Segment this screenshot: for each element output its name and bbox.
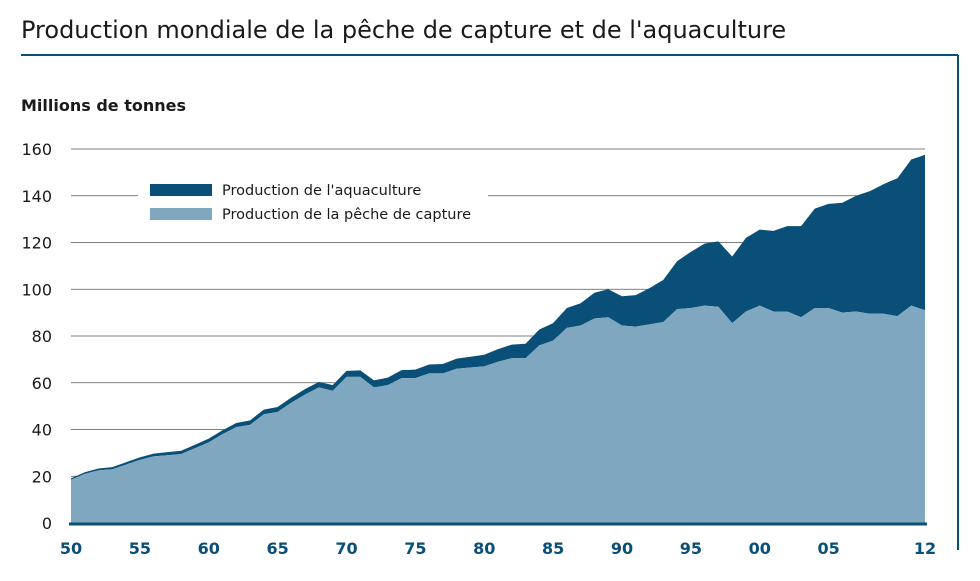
y-tick-label-20: 20	[32, 467, 52, 486]
x-tick-label-00: 00	[749, 539, 771, 558]
legend: Production de l'aquaculture Production de…	[138, 176, 488, 228]
y-tick-label-0: 0	[42, 514, 52, 533]
x-tick-label-80: 80	[473, 539, 495, 558]
x-tick-label-85: 85	[542, 539, 564, 558]
y-tick-label-160: 160	[21, 140, 52, 159]
y-tick-label-120: 120	[21, 234, 52, 253]
legend-swatch-aquaculture	[150, 184, 212, 196]
legend-label-capture: Production de la pêche de capture	[222, 207, 471, 223]
x-tick-label-65: 65	[266, 539, 288, 558]
y-tick-label-40: 40	[32, 421, 52, 440]
series-capture-area	[71, 305, 925, 523]
x-tick-label-60: 60	[198, 539, 220, 558]
x-tick-label-12: 12	[914, 539, 936, 558]
y-tick-label-80: 80	[32, 327, 52, 346]
y-tick-label-60: 60	[32, 374, 52, 393]
x-tick-label-05: 05	[817, 539, 839, 558]
y-axis-tick-labels: 0 20 40 60 80 100 120 140 160	[21, 140, 52, 533]
x-tick-label-55: 55	[129, 539, 151, 558]
page-title: Production mondiale de la pêche de captu…	[21, 16, 787, 44]
legend-swatch-capture	[150, 208, 212, 220]
x-axis-tick-labels: 50 55 60 65 70 75 80 85 90 95 00 05 12	[60, 539, 936, 558]
y-tick-label-140: 140	[21, 187, 52, 206]
x-tick-label-90: 90	[611, 539, 633, 558]
x-tick-label-50: 50	[60, 539, 82, 558]
plot-areas	[71, 154, 925, 523]
x-tick-label-70: 70	[335, 539, 357, 558]
y-tick-label-100: 100	[21, 280, 52, 299]
x-tick-label-95: 95	[680, 539, 702, 558]
legend-label-aquaculture: Production de l'aquaculture	[222, 183, 421, 199]
y-axis-label: Millions de tonnes	[21, 96, 187, 115]
x-tick-label-75: 75	[404, 539, 426, 558]
